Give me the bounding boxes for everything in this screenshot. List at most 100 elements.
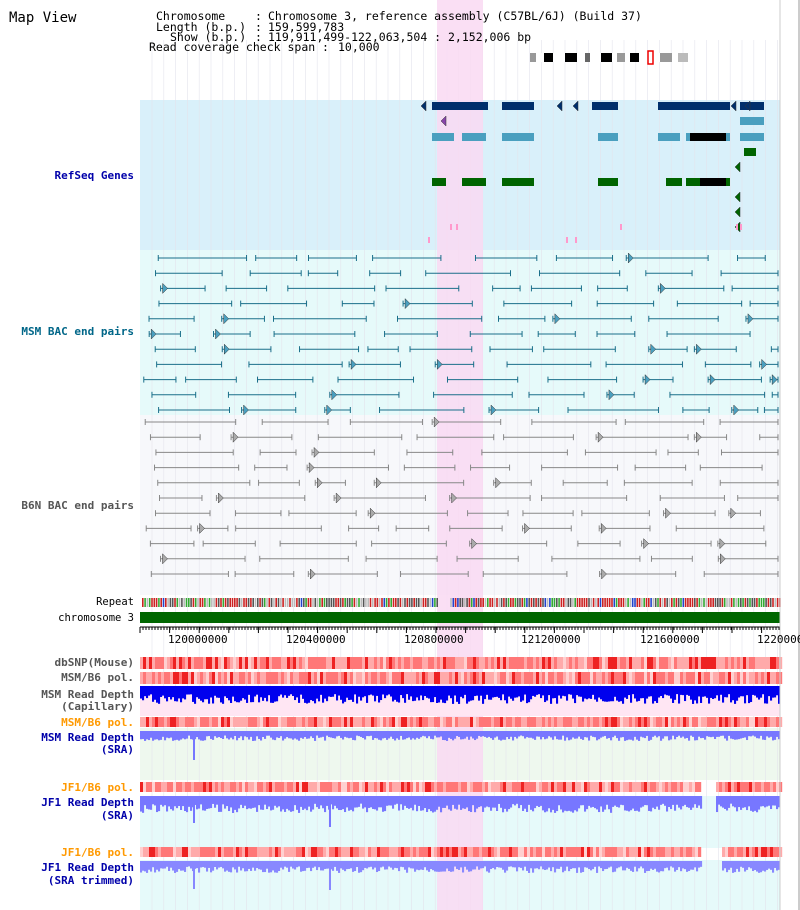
msm-sra-depth xyxy=(514,731,517,737)
msm-b6-pol-heat xyxy=(386,672,390,684)
refseq-gene-row3-exon xyxy=(432,133,454,141)
jf1-trim-depth xyxy=(632,861,635,872)
jf1-b6-pol-heat xyxy=(359,782,363,792)
msm-capillary-depth xyxy=(712,686,715,700)
repeat-block xyxy=(622,598,625,607)
jf1-b6-pol2-heat xyxy=(353,847,357,857)
msm-b6-pol2-heat xyxy=(302,717,306,727)
msm-capillary-depth xyxy=(628,686,631,696)
repeat-block xyxy=(181,598,183,607)
repeat-block xyxy=(314,598,317,607)
jf1-b6-pol-heat xyxy=(548,782,552,792)
msm-sra-depth xyxy=(240,731,243,737)
dbsnp-heat xyxy=(515,657,519,669)
jf1-trim-depth xyxy=(598,861,601,867)
track-label-msm-depth-capillary[interactable]: MSM Read Depth xyxy=(41,688,134,701)
msm-b6-pol2-heat xyxy=(695,717,699,727)
jf1-trim-depth xyxy=(460,861,463,868)
repeat-block xyxy=(473,598,475,607)
msm-sra-depth xyxy=(228,731,231,740)
jf1-sra-depth xyxy=(298,796,301,813)
msm-bac-arrow xyxy=(761,358,768,371)
gene-marker xyxy=(428,237,430,243)
jf1-trim-depth xyxy=(544,861,547,871)
track-label-refseq-genes[interactable]: RefSeq Genes xyxy=(54,169,134,182)
msm-capillary-depth xyxy=(266,686,269,702)
msm-sra-depth xyxy=(456,731,459,737)
jf1-b6-pol2-heat xyxy=(590,847,594,857)
msm-sra-depth xyxy=(494,731,497,738)
jf1-sra-depth xyxy=(382,796,385,812)
msm-capillary-depth xyxy=(480,686,483,696)
jf1-b6-pol2-heat xyxy=(422,847,426,857)
jf1-b6-pol2-heat xyxy=(608,847,612,857)
jf1-b6-pol2-heat xyxy=(725,847,729,857)
msm-sra-depth xyxy=(664,731,667,737)
track-label-chromosome[interactable]: chromosome 3 xyxy=(58,612,134,624)
jf1-b6-pol-heat xyxy=(350,782,354,792)
track-label-jf1-b6-pol-1[interactable]: JF1/B6 pol. xyxy=(61,781,134,794)
msm-b6-pol2-heat xyxy=(293,717,297,727)
jf1-b6-pol-heat xyxy=(755,782,759,792)
msm-capillary-depth xyxy=(362,686,365,698)
msm-capillary-depth xyxy=(258,686,261,703)
track-label-dbsnp[interactable]: dbSNP(Mouse) xyxy=(54,656,134,669)
msm-sra-depth xyxy=(248,731,251,740)
dbsnp-heat xyxy=(710,657,714,669)
msm-capillary-depth xyxy=(694,686,697,701)
track-label-msm-b6-pol-1[interactable]: MSM/B6 pol. xyxy=(61,671,134,684)
repeat-block xyxy=(259,598,261,607)
track-label-repeat[interactable]: Repeat xyxy=(96,596,134,608)
jf1-trim-depth xyxy=(552,861,555,868)
track-label-msm-b6-pol-2[interactable]: MSM/B6 pol. xyxy=(61,716,134,729)
track-label-jf1-depth-trimmed[interactable]: JF1 Read Depth xyxy=(41,861,134,874)
jf1-sra-depth xyxy=(580,796,583,806)
msm-capillary-depth xyxy=(692,686,695,704)
msm-bac-arrow xyxy=(733,404,740,416)
jf1-trim-depth xyxy=(154,861,157,873)
dbsnp-heat xyxy=(224,657,228,669)
msm-bac-arrow xyxy=(350,358,357,371)
dbsnp-heat xyxy=(284,657,288,669)
jf1-b6-pol-heat xyxy=(422,782,426,792)
track-label-b6n-bac[interactable]: B6N BAC end pairs xyxy=(21,499,134,512)
msm-sra-depth xyxy=(770,731,773,737)
gene-marker xyxy=(736,224,738,230)
msm-sra-depth xyxy=(740,731,743,739)
msm-b6-pol-heat xyxy=(215,672,219,684)
jf1-b6-pol2-heat xyxy=(491,847,495,857)
jf1-sra-depth xyxy=(534,796,537,809)
msm-b6-pol-heat xyxy=(593,672,597,684)
jf1-b6-pol-heat xyxy=(473,782,477,792)
jf1-trim-depth xyxy=(556,861,559,869)
dbsnp-heat xyxy=(527,657,531,669)
track-label-jf1-b6-pol-2[interactable]: JF1/B6 pol. xyxy=(61,846,134,859)
msm-b6-pol2-heat xyxy=(500,717,504,727)
jf1-trim-depth xyxy=(396,861,399,869)
track-label-msm-bac[interactable]: MSM BAC end pairs xyxy=(21,325,134,338)
jf1-b6-pol-heat xyxy=(719,782,723,792)
msm-capillary-depth xyxy=(464,686,467,695)
jf1-sra-depth xyxy=(198,796,201,809)
repeat-block xyxy=(257,598,259,607)
track-label-jf1-depth-sra[interactable]: JF1 Read Depth xyxy=(41,796,134,809)
jf1-trim-depth xyxy=(776,861,779,871)
jf1-sra-depth xyxy=(356,796,359,808)
jf1-trim-depth xyxy=(296,861,299,868)
jf1-b6-pol2-heat xyxy=(332,847,336,857)
msm-b6-pol-heat xyxy=(167,672,171,684)
msm-sra-depth xyxy=(360,731,363,737)
jf1-sra-depth xyxy=(776,796,779,810)
msm-b6-pol-heat xyxy=(458,672,462,684)
track-label-msm-depth-sra[interactable]: MSM Read Depth xyxy=(41,731,134,744)
msm-sra-depth xyxy=(674,731,677,740)
jf1-trim-depth xyxy=(198,861,201,873)
msm-capillary-depth xyxy=(428,686,431,699)
repeat-block xyxy=(629,598,632,607)
msm-capillary-depth xyxy=(312,686,315,702)
msm-sra-depth xyxy=(188,731,191,736)
jf1-trim-depth xyxy=(260,861,263,870)
dbsnp-heat xyxy=(599,657,603,669)
msm-sra-depth xyxy=(694,731,697,741)
